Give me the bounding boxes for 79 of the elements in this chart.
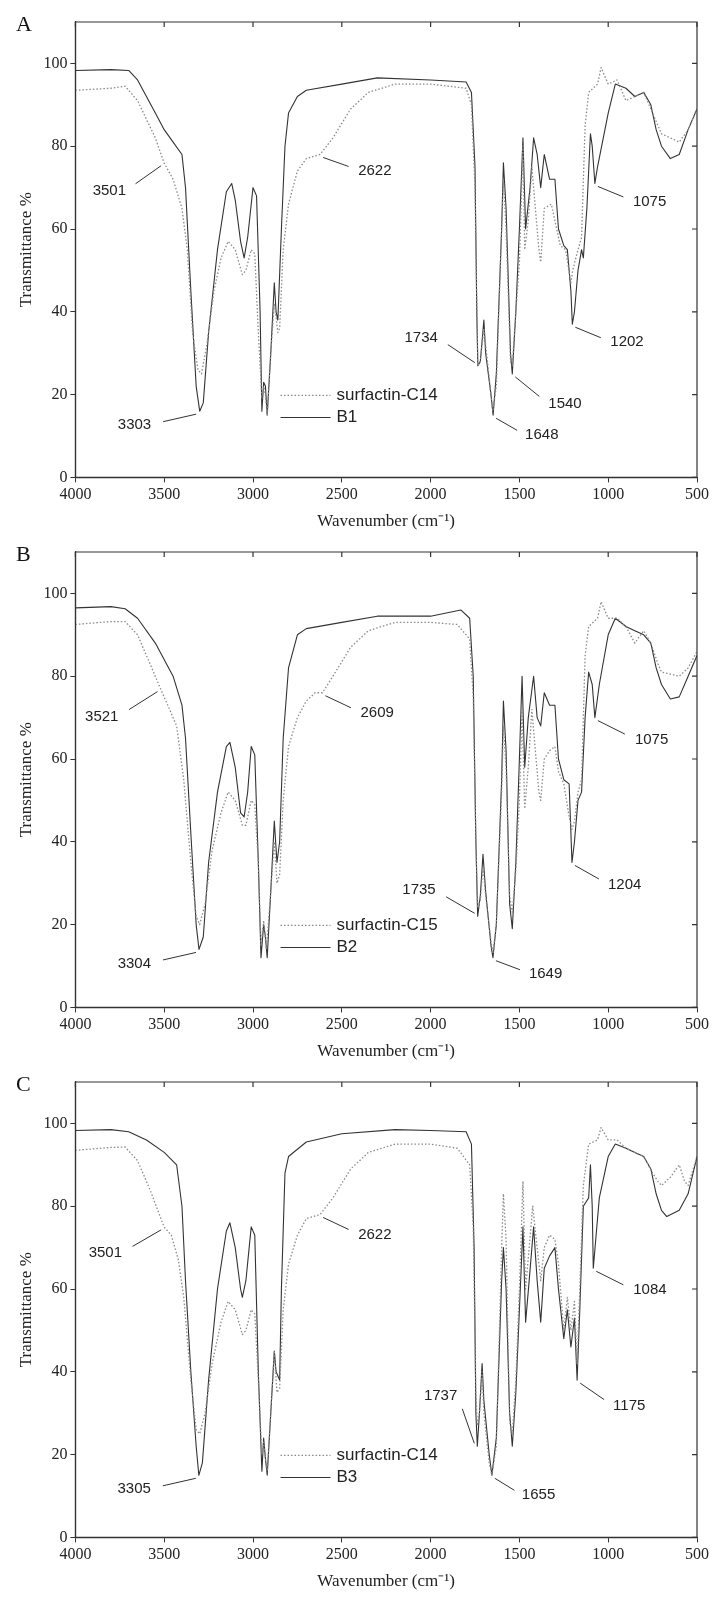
legend-label: surfactin-C15 <box>336 915 438 935</box>
y-tick-label: 60 <box>51 749 68 767</box>
chart-title: B <box>16 540 31 566</box>
y-axis-title: Transmittance % <box>15 722 35 838</box>
x-tick-label: 2500 <box>325 1545 358 1563</box>
x-tick-label: 500 <box>685 1545 709 1563</box>
y-tick-label: 0 <box>59 1527 68 1545</box>
x-tick-label: 1500 <box>503 1015 536 1033</box>
annotation: 1734 <box>404 327 438 345</box>
annotation: 1648 <box>525 425 559 443</box>
legend-label: surfactin-C14 <box>336 385 438 405</box>
y-tick-label: 80 <box>51 136 68 154</box>
annotation: 2622 <box>358 1224 392 1242</box>
y-axis-title: Transmittance % <box>15 192 35 308</box>
x-tick-label: 3000 <box>237 485 269 503</box>
annotation: 1649 <box>528 963 563 981</box>
annotation: 3305 <box>117 1479 151 1497</box>
y-tick-label: 60 <box>51 219 68 237</box>
y-tick-label: 40 <box>51 302 68 319</box>
y-tick-label: 80 <box>51 1196 68 1214</box>
y-tick-label: 80 <box>51 666 68 684</box>
y-tick-label: 40 <box>51 1362 68 1379</box>
y-tick-label: 20 <box>51 1444 68 1462</box>
x-axis-title: Wavenumber (cm⁻¹) <box>317 1041 456 1061</box>
x-tick-label: 3500 <box>148 1015 181 1033</box>
annotation: 1735 <box>402 880 436 898</box>
x-tick-label: 2500 <box>325 485 358 503</box>
x-tick-label: 3500 <box>148 485 181 503</box>
legend-label: B3 <box>336 1467 358 1487</box>
x-tick-label: 1000 <box>592 485 625 503</box>
x-tick-label: 4000 <box>59 1545 92 1563</box>
annotation: 1655 <box>521 1485 556 1503</box>
x-tick-label: 3000 <box>237 1015 269 1033</box>
chart-title: C <box>16 1070 31 1096</box>
x-tick-label: 4000 <box>59 485 92 503</box>
x-tick-label: 1000 <box>592 1015 625 1033</box>
y-tick-label: 20 <box>51 914 68 932</box>
x-tick-label: 1000 <box>592 1545 625 1563</box>
y-tick-label: 40 <box>51 832 68 849</box>
x-axis-title: Wavenumber (cm⁻¹) <box>317 511 456 531</box>
annotation: 1540 <box>548 394 582 412</box>
y-tick-label: 20 <box>51 384 68 402</box>
legend-label: B1 <box>336 407 358 427</box>
annotation: 1075 <box>634 729 669 747</box>
x-tick-label: 2000 <box>414 485 447 503</box>
annotation: 3303 <box>117 415 152 433</box>
x-tick-label: 4000 <box>59 1015 92 1033</box>
y-tick-label: 100 <box>43 53 68 71</box>
y-tick-label: 0 <box>59 467 68 485</box>
y-tick-label: 100 <box>43 583 68 601</box>
annotation: 1737 <box>423 1386 458 1404</box>
x-tick-label: 3500 <box>148 1545 181 1563</box>
y-tick-label: 100 <box>43 1113 68 1131</box>
x-tick-label: 500 <box>685 485 709 503</box>
annotation: 1204 <box>607 874 642 892</box>
annotation: 2622 <box>358 160 392 178</box>
annotation: 3521 <box>85 706 119 724</box>
annotation: 1202 <box>610 332 644 350</box>
legend-label: B2 <box>336 937 358 957</box>
annotation: 3304 <box>117 953 152 971</box>
y-tick-label: 0 <box>59 997 68 1015</box>
x-tick-label: 2000 <box>414 1015 447 1033</box>
annotation: 1075 <box>632 191 667 209</box>
x-axis-title: Wavenumber (cm⁻¹) <box>317 1571 456 1591</box>
annotation: 3501 <box>88 1243 123 1261</box>
x-tick-label: 3000 <box>237 1545 269 1563</box>
annotation: 2609 <box>360 702 394 720</box>
annotation: 1175 <box>613 1396 646 1414</box>
x-tick-label: 1500 <box>503 1545 536 1563</box>
annotation: 1084 <box>633 1280 667 1298</box>
x-tick-label: 2000 <box>414 1545 447 1563</box>
y-axis-title: Transmittance % <box>15 1252 35 1368</box>
x-tick-label: 1500 <box>503 485 536 503</box>
y-tick-label: 60 <box>51 1279 68 1297</box>
annotation: 3501 <box>92 180 127 198</box>
x-tick-label: 500 <box>685 1015 709 1033</box>
x-tick-label: 2500 <box>325 1015 358 1033</box>
legend-label: surfactin-C14 <box>336 1445 438 1465</box>
chart-title: A <box>16 10 32 36</box>
